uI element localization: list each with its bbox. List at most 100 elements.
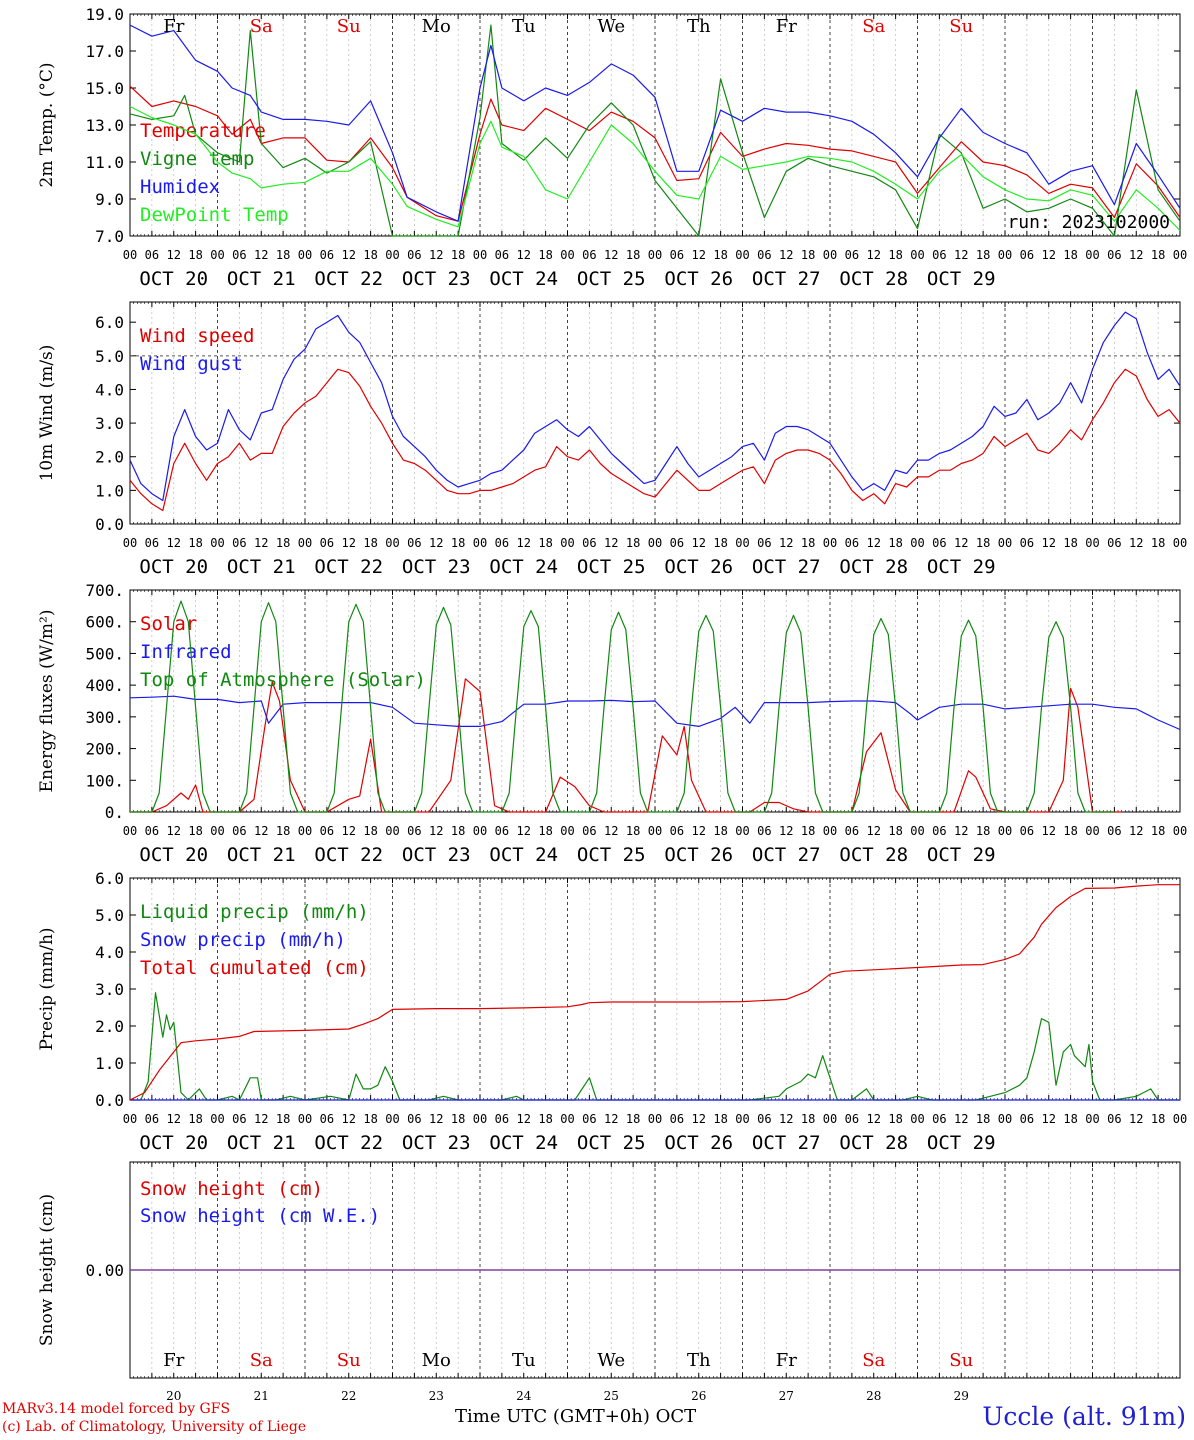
hour-tick-label: 12 bbox=[692, 248, 706, 262]
date-label: OCT 26 bbox=[664, 844, 733, 866]
legend-entry: Temperature bbox=[140, 120, 266, 142]
hour-tick-label: 18 bbox=[451, 248, 465, 262]
hour-tick-label: 18 bbox=[888, 536, 902, 550]
hour-tick-label: 06 bbox=[670, 824, 684, 838]
weekday-label: Fr bbox=[163, 16, 184, 37]
y-tick-label: 2.0 bbox=[95, 1017, 124, 1036]
series-line bbox=[129, 24, 1181, 237]
day-number-label: 29 bbox=[954, 1389, 969, 1403]
hour-tick-label: 12 bbox=[604, 824, 618, 838]
y-axis-label: Energy fluxes (W/m²) bbox=[37, 610, 57, 793]
series-line bbox=[129, 85, 1181, 222]
hour-tick-label: 18 bbox=[888, 1112, 902, 1126]
hour-tick-label: 00 bbox=[298, 1112, 312, 1126]
hour-tick-label: 00 bbox=[560, 824, 574, 838]
date-label: OCT 20 bbox=[139, 268, 208, 290]
hour-tick-label: 12 bbox=[692, 1112, 706, 1126]
hour-tick-label: 18 bbox=[451, 824, 465, 838]
day-number-label: 25 bbox=[604, 1389, 619, 1403]
y-tick-label: 9.0 bbox=[95, 190, 124, 209]
hour-tick-label: 12 bbox=[1129, 1112, 1143, 1126]
weekday-label: Sa bbox=[250, 16, 273, 37]
hour-tick-label: 06 bbox=[1107, 536, 1121, 550]
hour-tick-label: 00 bbox=[123, 1112, 137, 1126]
hour-tick-label: 00 bbox=[560, 248, 574, 262]
hour-tick-label: 12 bbox=[1129, 248, 1143, 262]
hour-tick-label: 12 bbox=[429, 536, 443, 550]
weekday-label: Tu bbox=[512, 16, 536, 37]
hour-tick-label: 00 bbox=[648, 248, 662, 262]
series-line bbox=[129, 884, 1180, 1101]
day-number-label: 22 bbox=[341, 1389, 356, 1403]
weekday-label: Su bbox=[949, 16, 973, 37]
y-tick-label: 6.0 bbox=[95, 313, 124, 332]
date-label: OCT 29 bbox=[927, 556, 996, 578]
hour-tick-label: 06 bbox=[845, 824, 859, 838]
hour-tick-label: 06 bbox=[232, 1112, 246, 1126]
hour-tick-label: 12 bbox=[167, 536, 181, 550]
weekday-label: Sa bbox=[862, 16, 885, 37]
hour-tick-label: 00 bbox=[735, 1112, 749, 1126]
hour-tick-label: 12 bbox=[254, 1112, 268, 1126]
hour-tick-label: 12 bbox=[779, 248, 793, 262]
hour-tick-label: 18 bbox=[1151, 1112, 1165, 1126]
hour-tick-label: 12 bbox=[517, 824, 531, 838]
y-tick-label: 200. bbox=[85, 740, 124, 759]
hour-tick-label: 06 bbox=[407, 536, 421, 550]
weekday-label: Tu bbox=[512, 1350, 536, 1371]
date-label: OCT 29 bbox=[927, 268, 996, 290]
weekday-label: Su bbox=[949, 1350, 973, 1371]
y-tick-label: 19.0 bbox=[85, 5, 124, 24]
hour-tick-label: 18 bbox=[713, 248, 727, 262]
date-label: OCT 29 bbox=[927, 844, 996, 866]
hour-tick-label: 12 bbox=[342, 824, 356, 838]
hour-tick-label: 18 bbox=[538, 536, 552, 550]
hour-tick-label: 06 bbox=[757, 536, 771, 550]
hour-tick-label: 18 bbox=[976, 536, 990, 550]
hour-tick-label: 00 bbox=[1173, 1112, 1187, 1126]
run-annotation: run: 2023102000 bbox=[1007, 212, 1170, 233]
hour-tick-label: 12 bbox=[604, 536, 618, 550]
hour-tick-label: 18 bbox=[1151, 248, 1165, 262]
hour-tick-label: 00 bbox=[735, 536, 749, 550]
legend-entry: Humidex bbox=[140, 176, 220, 198]
hour-tick-label: 12 bbox=[517, 248, 531, 262]
date-label: OCT 23 bbox=[402, 268, 471, 290]
hour-tick-label: 18 bbox=[363, 824, 377, 838]
hour-tick-label: 06 bbox=[670, 1112, 684, 1126]
y-tick-label: 4.0 bbox=[95, 943, 124, 962]
legend-entry: Wind gust bbox=[140, 353, 243, 375]
weekday-label: We bbox=[597, 1350, 625, 1371]
y-tick-label: 3.0 bbox=[95, 980, 124, 999]
y-tick-label: 13.0 bbox=[85, 116, 124, 135]
date-label: OCT 28 bbox=[839, 268, 908, 290]
series-line bbox=[129, 695, 1181, 731]
hour-tick-label: 12 bbox=[1042, 248, 1056, 262]
date-label: OCT 20 bbox=[139, 844, 208, 866]
hour-tick-label: 12 bbox=[779, 536, 793, 550]
y-tick-label: 300. bbox=[85, 708, 124, 727]
date-label: OCT 27 bbox=[752, 556, 821, 578]
hour-tick-label: 00 bbox=[473, 248, 487, 262]
hour-tick-label: 06 bbox=[495, 824, 509, 838]
hour-tick-label: 00 bbox=[473, 824, 487, 838]
hour-tick-label: 06 bbox=[232, 536, 246, 550]
hour-tick-label: 06 bbox=[670, 248, 684, 262]
hour-tick-label: 18 bbox=[801, 824, 815, 838]
hour-tick-label: 00 bbox=[560, 1112, 574, 1126]
date-label: OCT 27 bbox=[752, 844, 821, 866]
hour-tick-label: 00 bbox=[648, 1112, 662, 1126]
hour-tick-label: 18 bbox=[888, 248, 902, 262]
day-number-label: 27 bbox=[779, 1389, 794, 1403]
hour-tick-label: 06 bbox=[145, 248, 159, 262]
hour-tick-label: 12 bbox=[692, 824, 706, 838]
hour-tick-label: 00 bbox=[473, 1112, 487, 1126]
legend-entry: Top of Atmosphere (Solar) bbox=[140, 669, 426, 691]
hour-tick-label: 06 bbox=[320, 536, 334, 550]
weekday-label: Fr bbox=[163, 1350, 184, 1371]
hour-tick-label: 12 bbox=[429, 248, 443, 262]
hour-tick-label: 18 bbox=[276, 1112, 290, 1126]
hour-tick-label: 06 bbox=[320, 248, 334, 262]
legend-entry: Solar bbox=[140, 613, 197, 635]
hour-tick-label: 06 bbox=[582, 824, 596, 838]
